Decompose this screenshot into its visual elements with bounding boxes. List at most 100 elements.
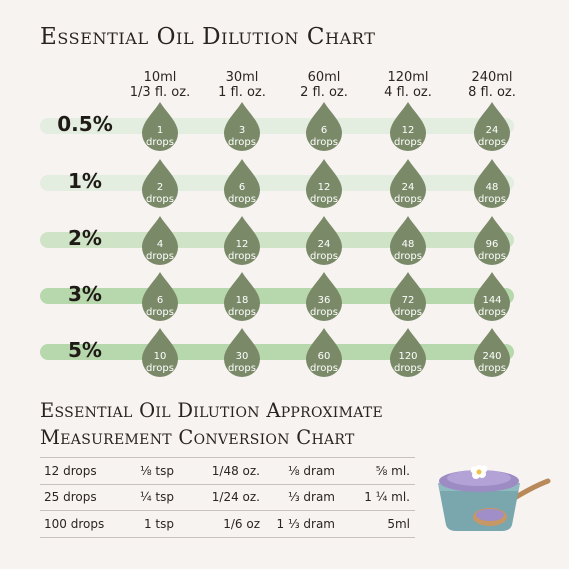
conversion-subtitle: Essential Oil Dilution Approximate Measu… [40,397,383,451]
drop-unit: drops [310,307,338,318]
column-ml: 60ml [307,70,341,85]
drop-unit: drops [394,137,422,148]
column-ml: 30ml [225,70,259,85]
drop-unit: drops [478,363,506,374]
drop-count-badge: 18 drops [222,270,262,321]
drop-count: 72 [401,295,415,306]
drop-unit: drops [478,194,506,205]
drop-unit: drops [478,251,506,262]
droplet-icon [224,159,260,208]
drop-count-badge: 24 drops [388,157,428,208]
droplet-icon [306,102,342,151]
table-cell: 1/48 oz. [211,464,260,478]
drop-count-badge: 6 drops [222,157,262,208]
table-cell: ⅛ dram [287,464,335,478]
droplet-icon [474,159,510,208]
table-cell: 100 drops [44,517,105,531]
droplet-icon [474,328,510,377]
drop-count: 144 [482,295,502,306]
column-header-120ml: 120ml 4 fl. oz. [373,70,443,100]
drop-count-badge: 48 drops [472,157,512,208]
drop-count: 12 [401,125,415,136]
column-header-10ml: 10ml 1/3 fl. oz. [125,70,195,100]
drop-unit: drops [228,194,256,205]
drop-unit: drops [228,137,256,148]
drop-unit: drops [228,251,256,262]
drop-count: 6 [156,295,164,306]
droplet-icon [306,159,342,208]
droplet-icon [224,216,260,265]
salt-bowl-spoon-illustration [438,465,551,531]
droplet-icon [224,328,260,377]
table-cell: 1/24 oz. [211,490,260,504]
dilution-percentage: 2% [68,226,102,250]
drop-count: 12 [235,239,249,250]
dilution-percentage: 5% [68,338,102,362]
drop-count-badge: 24 drops [304,214,344,265]
table-cell: ¼ tsp [139,490,174,504]
drop-unit: drops [146,194,174,205]
drop-count: 36 [317,295,331,306]
column-oz: 2 fl. oz. [300,85,348,100]
droplet-icon [390,272,426,321]
drop-count: 3 [238,125,246,136]
drop-count-badge: 12 drops [304,157,344,208]
drop-count: 240 [482,351,502,362]
drop-count: 4 [156,239,164,250]
drop-unit: drops [146,251,174,262]
table-row: 12 drops ⅛ tsp 1/48 oz. ⅛ dram ⅝ ml. [40,457,415,485]
drop-count-badge: 6 drops [304,100,344,151]
droplet-icon [142,216,178,265]
column-header-60ml: 60ml 2 fl. oz. [289,70,359,100]
column-oz: 1/3 fl. oz. [129,85,191,100]
drop-count: 6 [238,182,246,193]
drop-count: 96 [485,239,499,250]
drop-count-badge: 12 drops [222,214,262,265]
drop-count: 48 [401,239,415,250]
droplet-icon [474,216,510,265]
droplet-icon [142,159,178,208]
droplet-icon [224,272,260,321]
table-row: 100 drops 1 tsp 1/6 oz 1 ⅓ dram 5ml [40,511,415,538]
table-cell: ⅓ dram [287,490,335,504]
drop-count: 24 [401,182,415,193]
table-cell: ⅛ tsp [139,464,174,478]
table-cell: 1 ⅓ dram [276,517,336,531]
drop-count-badge: 1 drops [140,100,180,151]
column-header-240ml: 240ml 8 fl. oz. [457,70,527,100]
droplet-icon [306,328,342,377]
drop-count-badge: 240 drops [472,326,512,377]
dilution-percentage: 0.5% [57,112,113,136]
drop-count: 24 [317,239,331,250]
dilution-percentage: 3% [68,282,102,306]
drop-count: 48 [485,182,499,193]
drop-unit: drops [228,363,256,374]
droplet-icon [474,272,510,321]
drop-count-badge: 24 drops [472,100,512,151]
table-row: 25 drops ¼ tsp 1/24 oz. ⅓ dram 1 ¼ ml. [40,484,415,511]
drop-count-badge: 120 drops [388,326,428,377]
drop-count-badge: 6 drops [140,270,180,321]
drop-count: 2 [156,182,164,193]
table-cell: 12 drops [44,464,97,478]
drop-unit: drops [394,194,422,205]
drop-count: 10 [153,351,167,362]
drop-count-badge: 96 drops [472,214,512,265]
drop-unit: drops [146,307,174,318]
drop-count: 24 [485,125,499,136]
subtitle-line-1: Essential Oil Dilution Approximate [40,399,384,422]
drop-count-badge: 48 drops [388,214,428,265]
drop-unit: drops [310,137,338,148]
drop-count: 6 [320,125,328,136]
table-cell: 5ml [387,517,410,531]
chart-title: Essential Oil Dilution Chart [40,24,376,50]
droplet-icon [474,102,510,151]
drop-unit: drops [394,307,422,318]
drop-unit: drops [310,363,338,374]
column-oz: 4 fl. oz. [384,85,432,100]
drop-count: 120 [398,351,418,362]
drop-unit: drops [146,363,174,374]
column-ml: 120ml [387,70,429,85]
droplet-icon [224,102,260,151]
column-header-30ml: 30ml 1 fl. oz. [207,70,277,100]
